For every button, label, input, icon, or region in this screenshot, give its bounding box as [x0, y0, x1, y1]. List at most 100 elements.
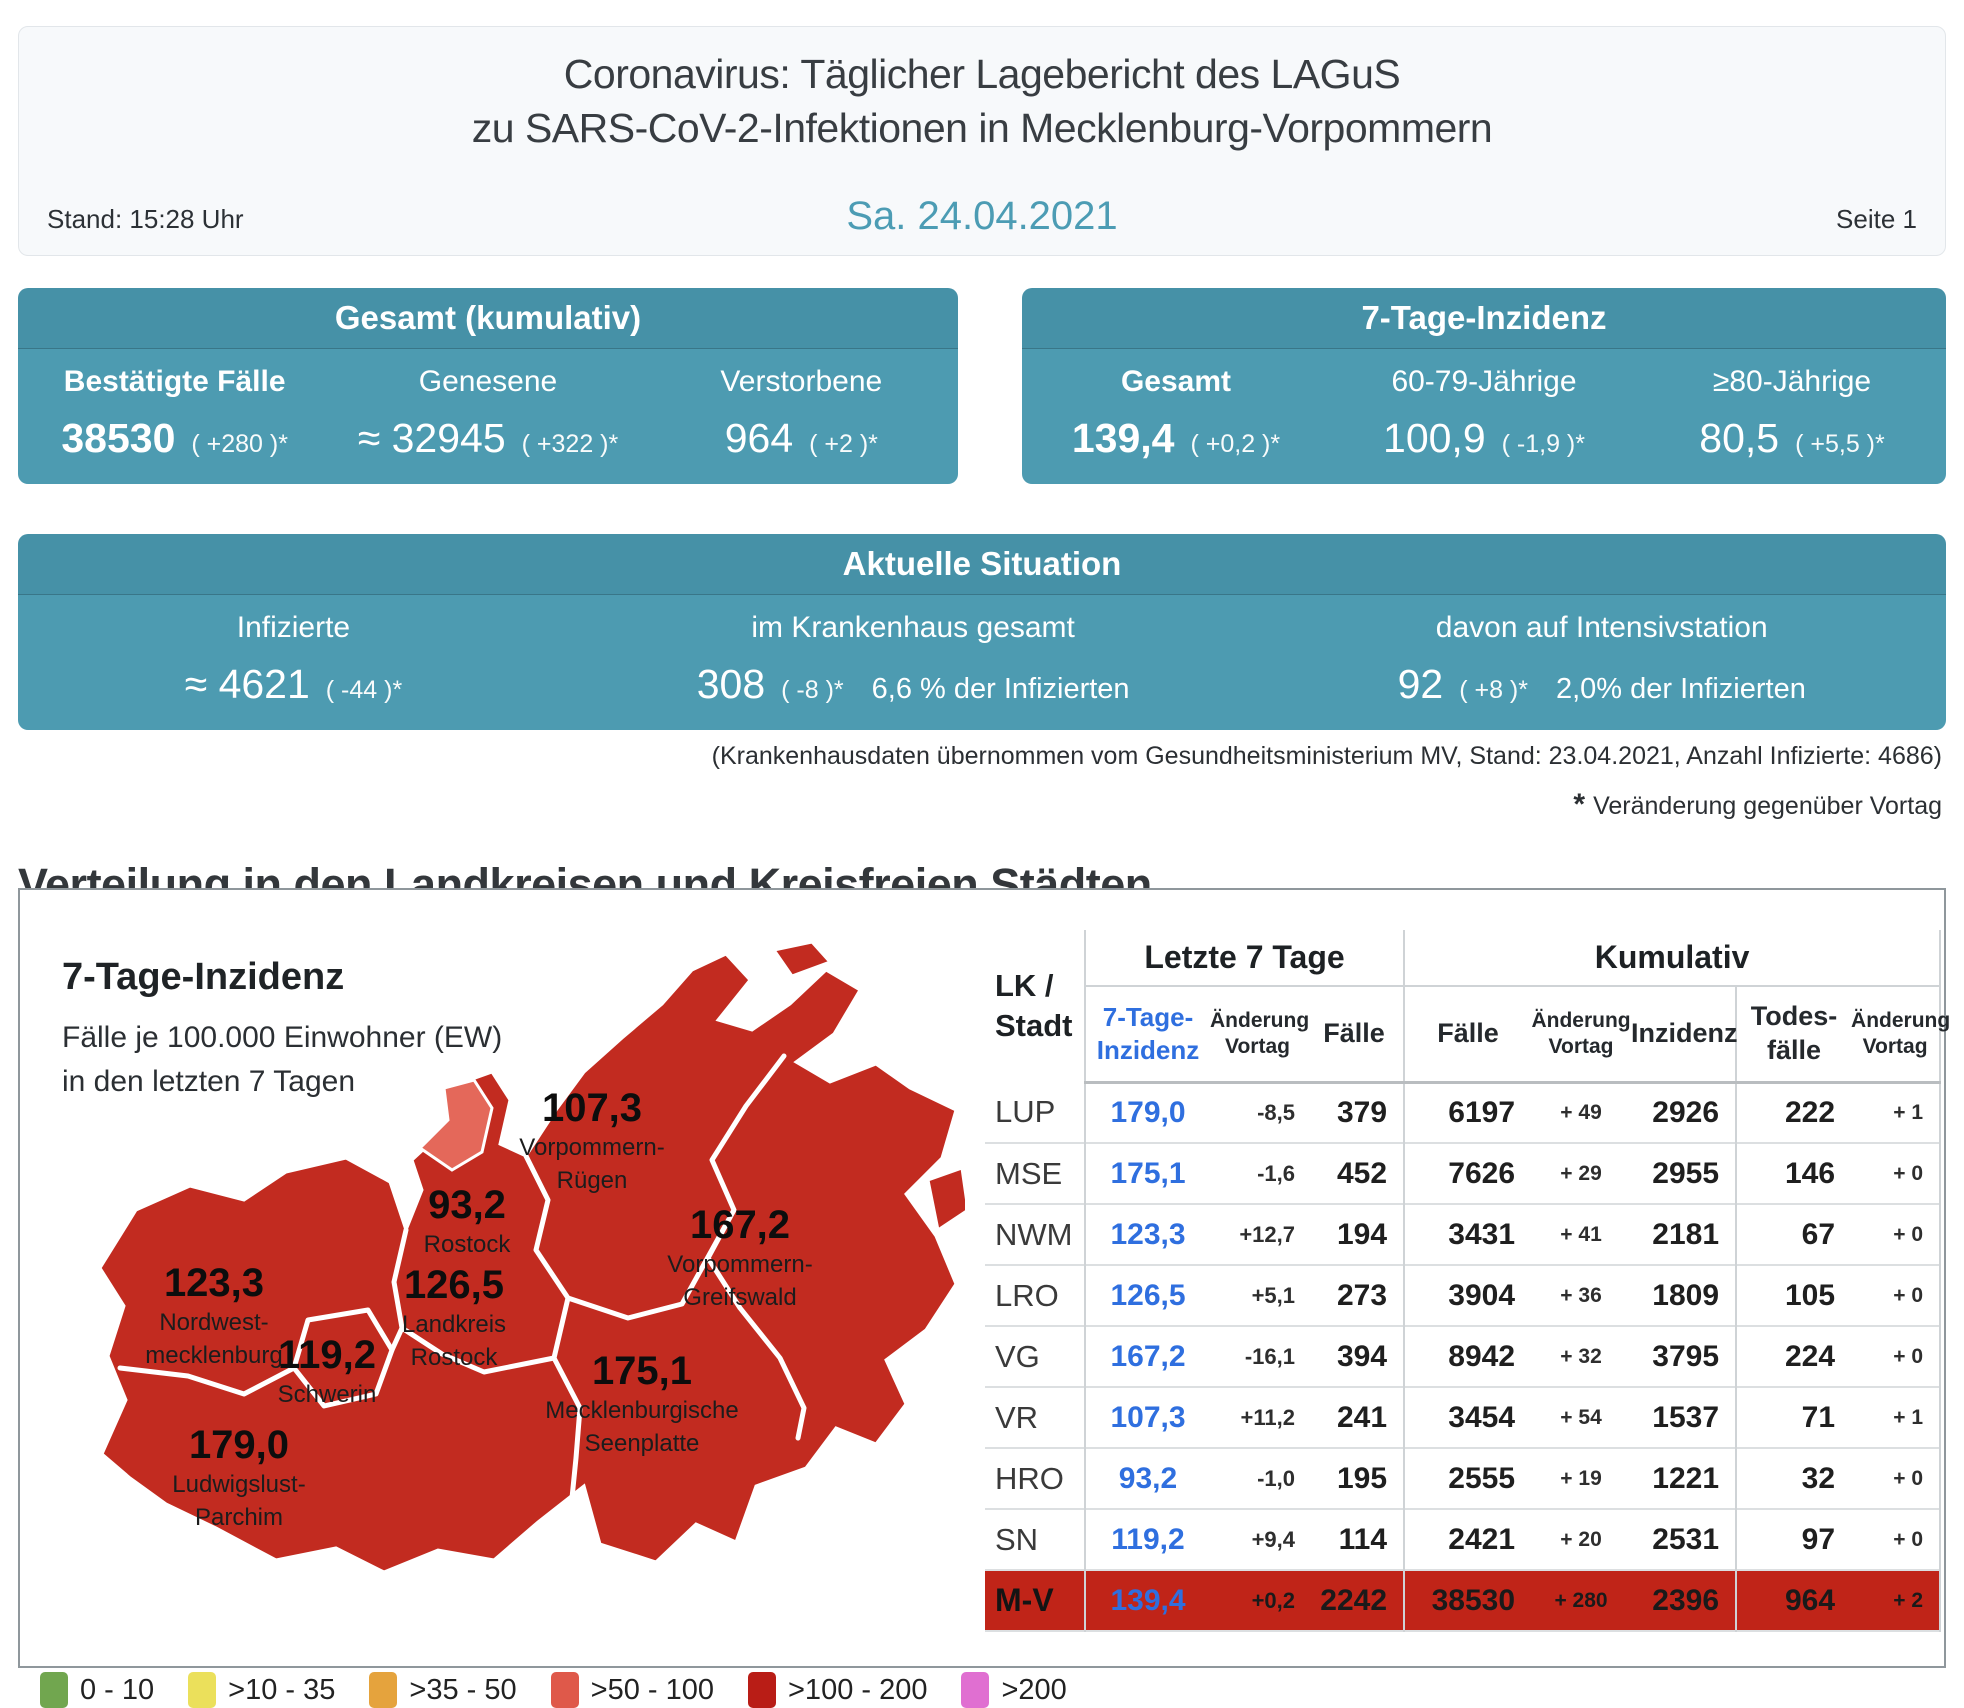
cell-todchg: + 1	[1851, 1082, 1942, 1143]
stat-delta: ( -44 )*	[325, 676, 403, 704]
region-value: 107,3	[541, 1086, 643, 1130]
cell-kuminz: 2926	[1652, 1095, 1720, 1129]
cell-todchg: + 0	[1851, 1509, 1942, 1570]
cell-tod: 71	[1735, 1387, 1852, 1448]
report-date: Sa. 24.04.2021	[846, 194, 1118, 238]
cell-todchg: + 1	[1851, 1387, 1942, 1448]
stat-delta: ( +0,2 )*	[1190, 430, 1281, 458]
legend-label: >200	[1001, 1673, 1067, 1706]
cell-kum: 3454	[1403, 1387, 1532, 1448]
region-value: 123,3	[163, 1261, 265, 1305]
region-name: Nordwest- mecklenburg	[145, 1309, 283, 1369]
col-header-inzidenz-kum: Inzidenz	[1631, 986, 1738, 1084]
cell-kuminz: 2531	[1652, 1522, 1720, 1556]
cell-kum: 6197	[1403, 1082, 1532, 1143]
district-stats-table: LK / Stadt Letzte 7 Tage Kumulativ 7-Tag…	[985, 930, 1950, 1632]
region-name: Vorpommern- Rügen	[519, 1134, 665, 1194]
cell-kumchg: + 36	[1560, 1283, 1602, 1307]
table-row-hro: HRO 93,2 -1,0 195 2555 + 19 1221 32 + 0	[985, 1448, 1942, 1509]
table-row-lup: LUP 179,0 -8,5 379 6197 + 49 2926 222 + …	[985, 1082, 1942, 1143]
table-group-kumulativ: Kumulativ	[1403, 930, 1942, 987]
stat-value-row: 80,5 ( +5,5 )*	[1638, 415, 1946, 462]
cell-tod: 105	[1735, 1265, 1852, 1326]
stat-value-row: 139,4 ( +0,2 )*	[1022, 415, 1330, 462]
legend-item-50-100: >50 - 100	[550, 1672, 714, 1708]
report-meta: Stand: 15:28 Uhr Sa. 24.04.2021 Seite 1	[19, 189, 1945, 239]
region-value: 93,2	[428, 1183, 506, 1227]
cell-faelle7: 394	[1336, 1339, 1388, 1373]
legend-swatch-yellow	[188, 1672, 217, 1708]
cell-faelle7: 273	[1336, 1278, 1388, 1312]
stat-delta: ( +322 )*	[521, 430, 619, 458]
table-row-nwm: NWM 123,3 +12,7 194 3431 + 41 2181 67 + …	[985, 1204, 1942, 1265]
legend-swatch-magenta	[961, 1672, 990, 1708]
cell-kumchg: + 49	[1560, 1100, 1602, 1124]
cell-tod: 222	[1735, 1082, 1852, 1143]
asterisk-symbol: *	[1573, 788, 1586, 821]
stand-timestamp: Stand: 15:28 Uhr	[47, 204, 244, 234]
legend-swatch-green	[40, 1672, 68, 1708]
map-subtitle: Fälle je 100.000 Einwohner (EW) in den l…	[62, 1021, 503, 1098]
cell-code: HRO	[995, 1460, 1064, 1496]
cell-chg7: +0,2	[1210, 1570, 1305, 1631]
cell-code: NWM	[995, 1216, 1073, 1252]
schwerin-border-ring	[291, 1307, 395, 1409]
cell-code: SN	[995, 1521, 1039, 1557]
distribution-panel: 107,3 Vorpommern- Rügen 93,2 Rostock 167…	[18, 888, 1950, 1668]
col-header-aenderung-vortag-tod: Änderung Vortag	[1851, 986, 1950, 1084]
stat-label: Genesene	[418, 365, 558, 398]
stat-genesene: Genesene ≈ 32945 ( +322 )*	[331, 365, 644, 484]
card-situation-body: Infizierte ≈ 4621 ( -44 )* im Krankenhaus…	[18, 595, 1946, 730]
region-name: Mecklenburgische Seenplatte	[545, 1397, 739, 1457]
cell-inz7: 179,0	[1084, 1082, 1210, 1143]
table-row-vr: VR 107,3 +11,2 241 3454 + 54 1537 71 + 1	[985, 1387, 1942, 1448]
cell-inz7: 175,1	[1084, 1143, 1210, 1204]
map-region-rostock-city	[417, 1078, 494, 1172]
legend-item-0-10: 0 - 10	[40, 1672, 154, 1708]
map-area: 107,3 Vorpommern- Rügen 93,2 Rostock 167…	[40, 938, 965, 1598]
table-corner-header: LK / Stadt	[995, 967, 1073, 1043]
stat-value: 308	[696, 661, 766, 707]
legend-swatch-darkred	[748, 1672, 776, 1708]
card-gesamt-body: Bestätigte Fälle 38530 ( +280 )* Genesene…	[18, 349, 958, 484]
table-row-sn: SN 119,2 +9,4 114 2421 + 20 2531 97 + 0	[985, 1509, 1942, 1570]
stat-label: 60-79-Jährige	[1391, 365, 1577, 398]
cell-inz7: 139,4	[1084, 1570, 1210, 1631]
map-label-mecklenburgische-seenplatte: 175,1 Mecklenburgische Seenplatte	[545, 1349, 739, 1460]
district-borders	[117, 1053, 807, 1541]
map-label-vorpommern-ruegen: 107,3 Vorpommern- Rügen	[519, 1086, 665, 1197]
map-label-landkreis-rostock: 126,5 Landkreis Rostock	[401, 1263, 507, 1374]
cell-inz7: 107,3	[1084, 1387, 1210, 1448]
cell-tod: 97	[1735, 1509, 1852, 1570]
stat-value: 38530	[61, 415, 176, 461]
cell-kuminz: 1809	[1652, 1278, 1720, 1312]
legend-label: >35 - 50	[409, 1673, 517, 1706]
cell-tod: 146	[1735, 1143, 1852, 1204]
stat-label: davon auf Intensivstation	[1435, 611, 1768, 644]
stat-inzidenz-80plus: ≥80-Jährige 80,5 ( +5,5 )*	[1638, 365, 1946, 484]
card-gesamt-title: Gesamt (kumulativ)	[18, 288, 958, 349]
stat-label: Gesamt	[1120, 365, 1232, 398]
stat-delta: ( +280 )*	[191, 430, 288, 458]
cell-tod: 67	[1735, 1204, 1852, 1265]
cell-kum: 8942	[1403, 1326, 1532, 1387]
cell-faelle7: 452	[1336, 1156, 1388, 1190]
map-label-vorpommern-greifswald: 167,2 Vorpommern- Greifswald	[667, 1203, 812, 1314]
cell-todchg: + 0	[1851, 1204, 1942, 1265]
stat-delta: ( +8 )*	[1459, 676, 1528, 704]
cell-kum: 7626	[1403, 1143, 1532, 1204]
cell-tod: 32	[1735, 1448, 1852, 1509]
cell-kuminz: 3795	[1652, 1339, 1720, 1373]
table-row-vg: VG 167,2 -16,1 394 8942 + 32 3795 224 + …	[985, 1326, 1942, 1387]
cell-kuminz: 1221	[1652, 1461, 1720, 1495]
cell-kumchg: + 54	[1560, 1405, 1602, 1429]
legend-swatch-salmon	[550, 1672, 579, 1708]
cell-todchg: + 0	[1851, 1265, 1942, 1326]
cell-chg7: -1,6	[1257, 1160, 1295, 1186]
region-name: Landkreis Rostock	[401, 1311, 507, 1371]
cell-chg7: +11,2	[1240, 1404, 1295, 1430]
table-row-mv-total: M-V 139,4 +0,2 2242 38530 + 280 2396 964…	[985, 1570, 1942, 1631]
region-name: Schwerin	[277, 1381, 377, 1409]
stat-label: ≥80-Jährige	[1712, 365, 1872, 398]
cell-code: LRO	[995, 1277, 1059, 1313]
